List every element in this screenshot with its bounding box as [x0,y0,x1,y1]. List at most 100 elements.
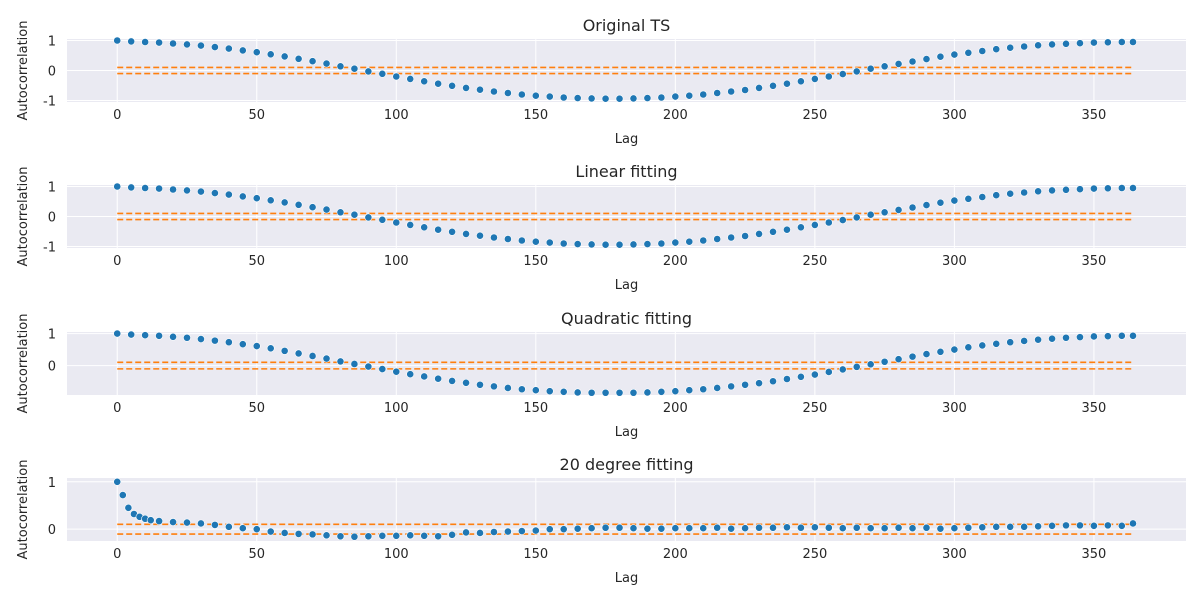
data-point [517,385,526,394]
data-point [434,374,443,383]
data-point [783,225,791,234]
data-point [810,75,819,83]
data-point [406,75,415,83]
x-tick-label: 100 [384,401,409,416]
data-point [406,220,415,229]
data-point [1090,38,1098,47]
data-point [671,92,680,101]
data-point [322,59,331,68]
data-point [894,523,903,532]
data-point [545,387,554,396]
y-tick-label: 0 [48,211,56,226]
y-tick-label: 0 [48,360,56,375]
data-point [824,218,833,227]
data-point [183,186,191,195]
data-point [420,372,429,381]
data-point [1062,39,1070,48]
data-point [294,54,303,63]
chart-panel-3: 0 50 100 150 200 250 300 350 0 1 Quadratic fitting… [16,309,1186,440]
data-point [113,329,122,338]
data-point [1076,185,1084,194]
data-point [127,37,136,46]
data-point [992,522,1001,531]
data-point [238,340,247,349]
data-point [657,524,666,533]
data-point [224,522,233,531]
data-point [434,79,443,88]
data-point [378,531,387,540]
data-point [964,523,973,532]
y-tick-label: -1 [43,95,56,110]
data-point [378,365,387,373]
data-point [769,523,777,532]
data-point [517,527,526,535]
data-point [894,60,903,68]
data-point [964,48,973,57]
data-point [197,335,205,343]
data-point [294,349,303,358]
data-point [978,193,987,201]
data-point [169,518,177,526]
data-point [294,529,303,538]
data-point [559,525,568,534]
data-point [894,205,903,214]
x-tick-label: 300 [942,108,967,123]
data-point [1129,519,1137,528]
data-point [1020,522,1029,531]
data-point [587,94,596,103]
data-point [1103,184,1112,193]
data-point [1048,334,1056,343]
data-point [350,64,359,73]
data-point [1062,333,1070,342]
data-point [350,532,359,541]
plot-area [67,478,1186,541]
data-point [155,331,163,340]
data-point [197,187,205,196]
y-tick-label: 1 [48,476,56,491]
data-point [992,339,1001,348]
data-point [643,240,652,248]
data-point [266,196,275,205]
data-point [852,523,861,532]
data-point [559,239,568,248]
x-tick-label: 250 [802,254,827,269]
data-point [462,378,470,387]
data-point [1020,337,1029,345]
data-point [727,524,736,533]
data-point [783,79,791,88]
y-tick-label: 1 [48,328,56,343]
data-point [280,198,289,207]
data-point [364,532,373,541]
data-point [1020,42,1029,51]
x-axis-label: Lag [615,278,638,293]
data-point [224,44,233,53]
data-point [1117,331,1126,340]
data-point [685,524,694,533]
data-point [1048,186,1056,195]
data-point [448,530,456,539]
data-point [657,93,666,102]
data-point [1076,333,1084,342]
data-point [783,375,791,383]
x-tick-label: 50 [248,547,265,562]
chart-panel-1: 0 50 100 150 200 250 300 350 -1 0 1 Original TS Lag A… [16,16,1186,147]
x-tick-label: 150 [523,401,548,416]
data-point [308,57,317,66]
data-point [545,525,554,534]
data-point [1006,522,1015,531]
data-point [685,237,694,246]
data-point [420,77,429,86]
data-point [406,370,415,379]
data-point [266,50,275,59]
x-tick-label: 0 [113,401,121,416]
data-point [797,77,805,86]
data-point [573,94,582,102]
data-point [922,350,931,358]
data-point [880,62,889,71]
data-point [755,379,763,388]
data-point [797,223,805,232]
data-point [392,72,401,81]
data-point [866,210,875,219]
data-point [838,216,847,224]
data-point [643,94,652,102]
